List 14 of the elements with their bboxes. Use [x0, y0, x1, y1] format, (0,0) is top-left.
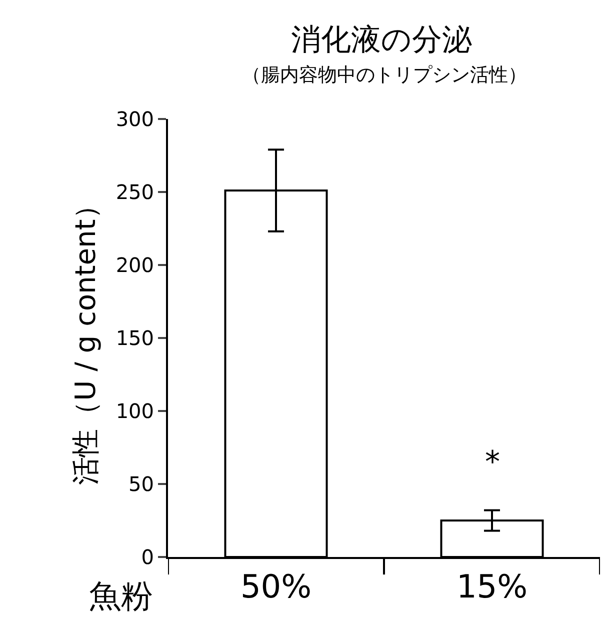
x-tick-label: 15%: [456, 567, 528, 606]
chart-subtitle: （腸内容物中のトリプシン活性）: [242, 64, 527, 86]
y-tick-label: 250: [116, 180, 154, 204]
y-axis-title: 活性（U / g content）: [69, 191, 102, 485]
chart-title: 消化液の分泌: [290, 22, 472, 58]
x-axis-title: 魚粉: [89, 577, 153, 615]
y-tick-label: 150: [116, 326, 154, 350]
y-tick-label: 0: [141, 545, 154, 569]
x-tick-label: 50%: [240, 567, 312, 606]
annotation: *: [485, 445, 500, 480]
y-tick-label: 100: [116, 399, 154, 423]
y-tick-label: 300: [116, 107, 154, 131]
y-tick-label: 50: [128, 472, 154, 496]
y-tick-label: 200: [116, 253, 154, 277]
